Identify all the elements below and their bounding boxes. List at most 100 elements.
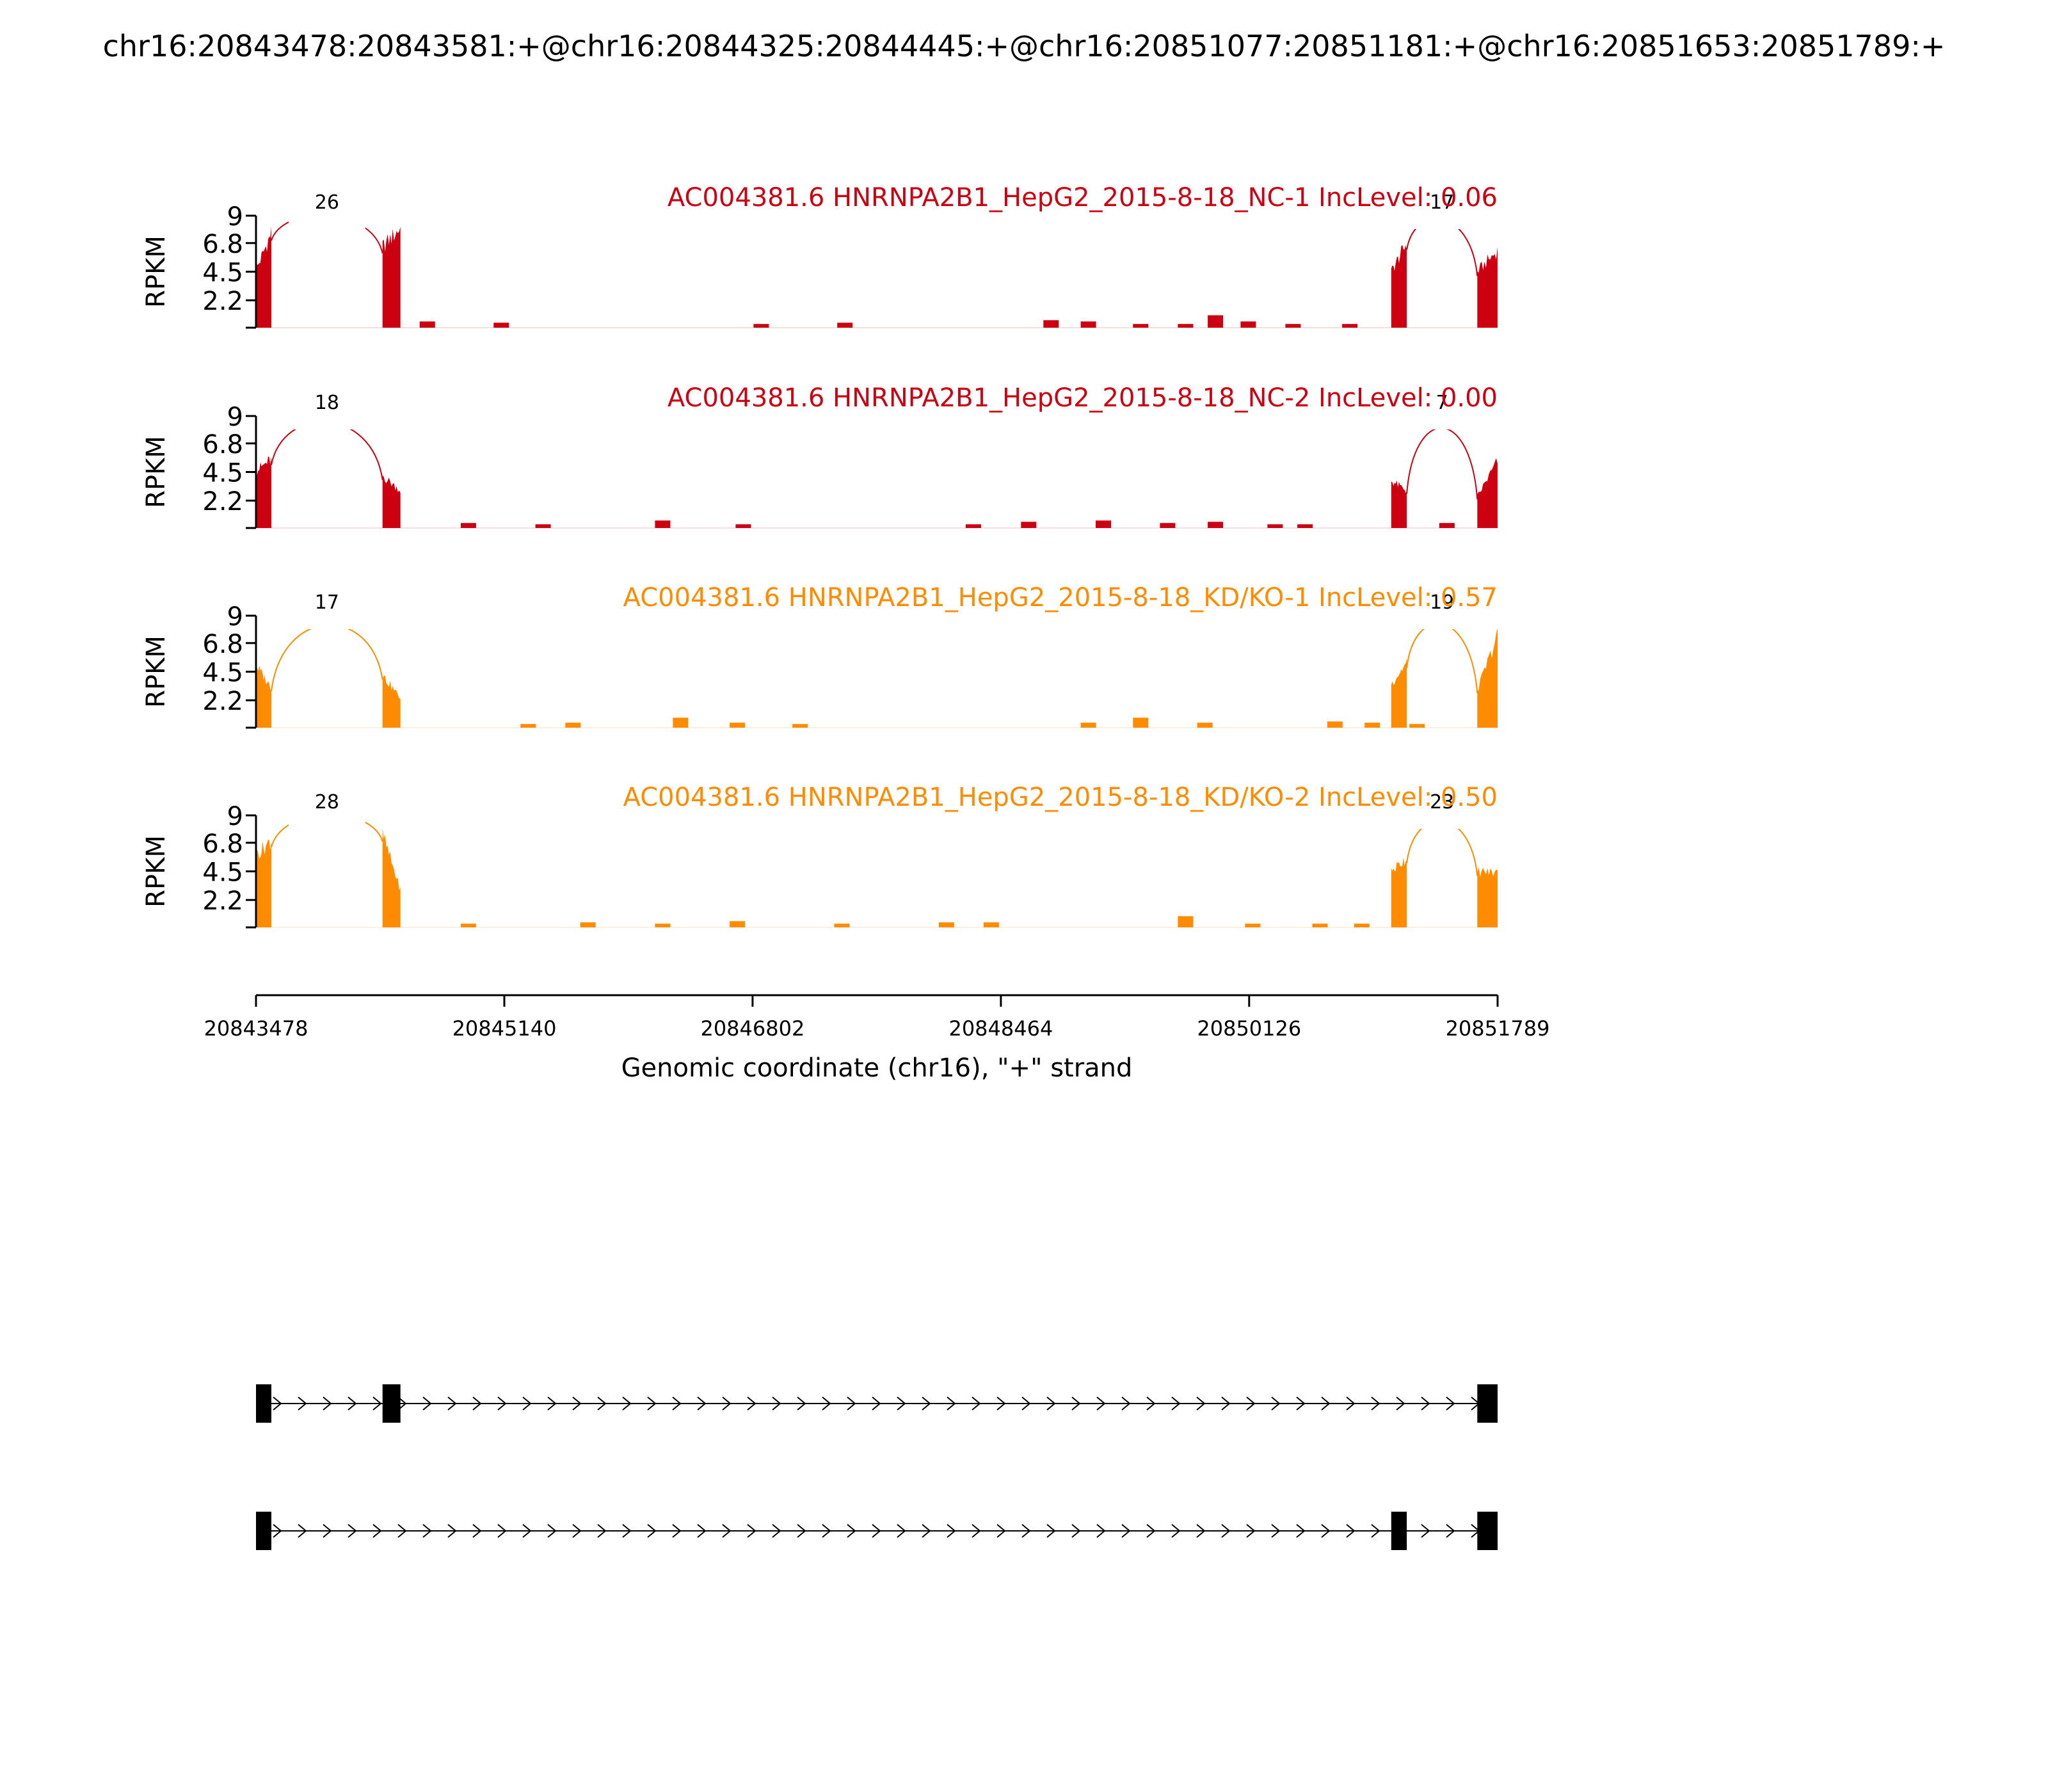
strand-arrow-icon (1146, 1524, 1156, 1538)
isoform-exon-block (256, 1384, 271, 1423)
junction-label-backdrop (288, 584, 365, 629)
strand-arrow-icon (1296, 1396, 1306, 1411)
intron-coverage-bump (965, 524, 981, 528)
intron-coverage-bump (419, 321, 435, 328)
strand-arrow-icon (697, 1396, 707, 1411)
panel-1: 26 17 96.84.52.2 RPKM AC004381.6 HNRNPA2B1_H… (141, 183, 1498, 329)
strand-arrow-icon (847, 1396, 856, 1411)
strand-arrow-icon (323, 1396, 332, 1411)
intron-coverage-bump (580, 922, 596, 927)
intron-coverage-bump (673, 717, 689, 728)
strand-arrow-icon (872, 1524, 881, 1538)
strand-arrow-icon (747, 1396, 756, 1411)
strand-arrow-icon (1446, 1524, 1455, 1538)
y-tick-label: 4.5 (202, 259, 243, 288)
intron-coverage-bump (1364, 723, 1380, 728)
intron-coverage-bump (735, 524, 751, 528)
strand-arrow-icon (497, 1396, 507, 1411)
strand-arrow-icon (1371, 1524, 1380, 1538)
panel-label: AC004381.6 HNRNPA2B1_HepG2_2015-8-18_KD/… (623, 583, 1498, 612)
intron-coverage-bump (655, 924, 671, 927)
strand-arrow-icon (772, 1396, 781, 1411)
intron-coverage-bump (1342, 324, 1358, 328)
junction-label-backdrop (288, 385, 365, 429)
intron-coverage-bump (565, 723, 581, 728)
strand-arrow-icon (622, 1524, 632, 1538)
y-tick-label: 6.8 (202, 430, 243, 460)
junction-label-backdrop (1404, 784, 1481, 829)
intron-coverage-bump (1178, 916, 1194, 927)
strand-arrow-icon (397, 1396, 407, 1411)
panel-label: AC004381.6 HNRNPA2B1_HepG2_2015-8-18_KD/… (623, 783, 1498, 812)
strand-arrow-icon (597, 1524, 607, 1538)
strand-arrow-icon (1071, 1396, 1081, 1411)
intron-coverage-bump (1197, 723, 1213, 728)
strand-arrow-icon (672, 1524, 682, 1538)
strand-arrow-icon (722, 1524, 732, 1538)
y-axis-label: RPKM (141, 835, 171, 908)
isoform-structures (256, 1384, 1498, 1550)
strand-arrow-icon (1321, 1396, 1331, 1411)
intron-coverage-bump (1096, 520, 1111, 528)
y-tick-label: 4.5 (202, 459, 243, 488)
panel-label: AC004381.6 HNRNPA2B1_HepG2_2015-8-18_NC-… (668, 183, 1498, 212)
strand-arrow-icon (273, 1524, 282, 1538)
strand-arrow-icon (1371, 1396, 1380, 1411)
intron-coverage-bump (1245, 924, 1261, 927)
panel-2: 18 7 96.84.52.2 RPKM AC004381.6 HNRNPA2B1_He… (141, 383, 1498, 529)
intron-coverage-bump (1297, 524, 1313, 528)
intron-coverage-bump (938, 922, 954, 927)
strand-arrow-icon (647, 1396, 657, 1411)
y-tick-label: 4.5 (202, 858, 243, 888)
intron-coverage-bump (837, 323, 853, 328)
strand-arrow-icon (447, 1524, 457, 1538)
strand-arrow-icon (422, 1396, 432, 1411)
strand-arrow-icon (348, 1524, 357, 1538)
junction-count-label: 28 (315, 791, 339, 813)
strand-arrow-icon (597, 1396, 607, 1411)
y-tick-label: 9 (227, 802, 243, 831)
y-axis-label: RPKM (141, 436, 171, 508)
strand-arrow-icon (547, 1524, 557, 1538)
strand-arrow-icon (472, 1524, 482, 1538)
y-axis-label: RPKM (141, 636, 171, 708)
exon-coverage-2 (382, 475, 401, 528)
exon-coverage-2 (382, 227, 401, 328)
exon-coverage-3 (1391, 480, 1407, 528)
intron-coverage-bump (1133, 717, 1149, 728)
junction-count-label: 7 (1436, 392, 1448, 414)
y-tick-label: 2.2 (202, 886, 243, 916)
strand-arrow-icon (1021, 1524, 1031, 1538)
isoform-exon-block (1391, 1512, 1407, 1550)
strand-arrow-icon (1021, 1396, 1031, 1411)
exon-coverage-3 (1391, 658, 1407, 728)
strand-arrow-icon (547, 1396, 557, 1411)
strand-arrow-icon (1321, 1524, 1331, 1538)
junction-count-label: 19 (1430, 591, 1454, 614)
intron-coverage-bump (1080, 321, 1096, 328)
strand-arrow-icon (1246, 1524, 1256, 1538)
exon-coverage-1 (256, 839, 271, 927)
strand-arrow-icon (847, 1524, 856, 1538)
strand-arrow-icon (1046, 1396, 1056, 1411)
exon-coverage-3 (1391, 244, 1407, 328)
strand-arrow-icon (897, 1396, 906, 1411)
intron-coverage-bump (753, 324, 769, 328)
exon-coverage-4 (1477, 246, 1498, 328)
strand-arrow-icon (1196, 1396, 1206, 1411)
strand-arrow-icon (348, 1396, 357, 1411)
strand-arrow-icon (947, 1524, 956, 1538)
x-tick-label: 20850126 (1197, 1016, 1301, 1041)
y-tick-label: 4.5 (202, 659, 243, 688)
intron-coverage-bump (834, 924, 850, 927)
strand-arrow-icon (872, 1396, 881, 1411)
intron-coverage-bump (460, 523, 476, 528)
x-tick-label: 20843478 (204, 1016, 308, 1041)
strand-arrow-icon (1121, 1524, 1131, 1538)
strand-arrow-icon (1146, 1396, 1156, 1411)
strand-arrow-icon (1271, 1396, 1281, 1411)
intron-coverage-bump (535, 524, 551, 528)
strand-arrow-icon (497, 1524, 507, 1538)
